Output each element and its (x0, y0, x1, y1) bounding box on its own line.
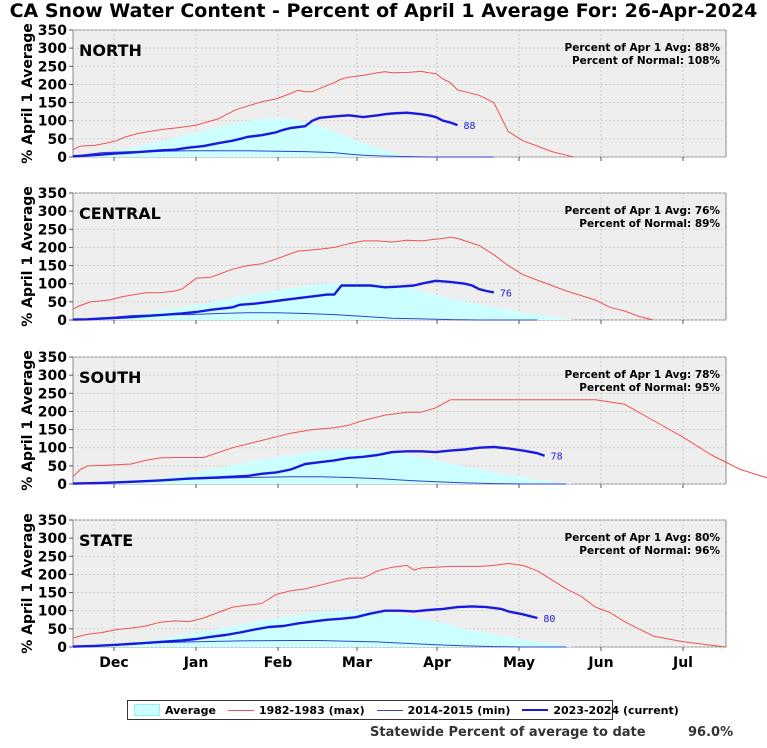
series-line-1982-1983-max- (72, 399, 767, 479)
series-line-2014-2015-min- (72, 640, 567, 648)
legend-item-min: 2014-2015 (min) (371, 704, 517, 717)
region-label: CENTRAL (79, 204, 161, 223)
y-tick-label: 300 (38, 41, 67, 57)
y-tick-label: 200 (38, 567, 67, 583)
y-tick-label: 350 (38, 23, 67, 39)
y-tick-label: 250 (38, 222, 67, 238)
stat-line: Percent of Apr 1 Avg: 88% (565, 42, 721, 54)
current-end-label: 88 (464, 121, 476, 132)
stat-line: Percent of Apr 1 Avg: 76% (565, 205, 721, 217)
y-tick-label: 100 (38, 604, 67, 620)
y-axis-label: % April 1 Average (20, 186, 36, 327)
y-tick-label: 200 (38, 404, 67, 420)
y-tick-label: 250 (38, 59, 67, 75)
series-average-area (73, 449, 574, 484)
stat-line: Percent of Normal: 89% (579, 218, 720, 230)
y-tick-label: 200 (38, 77, 67, 93)
y-axis-label: % April 1 Average (20, 350, 36, 491)
legend-item-current: 2023-2024 (current) (516, 704, 684, 717)
y-tick-label: 300 (38, 204, 67, 220)
y-tick-label: 150 (38, 96, 67, 112)
y-tick-label: 50 (48, 459, 68, 475)
y-tick-label: 350 (38, 186, 67, 202)
y-tick-label: 150 (38, 586, 67, 602)
x-tick-label: Feb (264, 655, 293, 671)
x-tick-label: Mar (342, 655, 372, 671)
chart-legend: Average 1982-1983 (max) 2014-2015 (min) … (127, 700, 679, 720)
chart-title: CA Snow Water Content - Percent of April… (9, 0, 758, 22)
legend-label: 2014-2015 (min) (407, 703, 511, 717)
series-line-1982-1983-max- (72, 563, 727, 648)
legend-label: Average (165, 703, 216, 717)
legend-label: 2023-2024 (current) (553, 703, 679, 717)
region-label: SOUTH (79, 368, 141, 387)
y-tick-label: 350 (38, 350, 67, 366)
series-line-2023-2024-current- (72, 279, 495, 321)
panel-central: 0 50 100 150 200 250 300 350 76 CENTRAL Percent of… (20, 186, 727, 329)
stat-line: Percent of Normal: 95% (579, 382, 720, 394)
y-tick-label: 50 (48, 132, 68, 148)
series-line-1982-1983-max- (72, 236, 654, 321)
y-axis-label: % April 1 Average (20, 513, 36, 654)
y-tick-label: 0 (57, 313, 67, 329)
panel-north: 0 50 100 150 200 250 300 350 88 NORTH Percent of A… (20, 23, 727, 166)
y-tick-label: 300 (38, 368, 67, 384)
y-axis-label: % April 1 Average (20, 23, 36, 164)
chart-canvas: 0 50 100 150 200 250 300 350 88 NORTH Percent of A… (20, 23, 767, 671)
y-tick-label: 0 (57, 477, 67, 493)
series-line-2023-2024-current- (72, 605, 538, 648)
region-label: NORTH (79, 41, 142, 60)
panel-south: 0 50 100 150 200 250 300 350 78 SOUTH Percent of A… (20, 350, 767, 493)
legend-item-max: 1982-1983 (max) (222, 704, 371, 717)
y-tick-label: 250 (38, 549, 67, 565)
y-tick-label: 50 (48, 622, 68, 638)
statewide-percent-value: 96.0% (688, 725, 734, 740)
y-tick-label: 300 (38, 531, 67, 547)
series-line-2023-2024-current- (72, 445, 545, 485)
y-tick-label: 200 (38, 240, 67, 256)
stat-line: Percent of Normal: 108% (572, 55, 721, 67)
x-tick-label: Dec (99, 655, 128, 671)
current-end-label: 76 (500, 288, 512, 299)
stat-line: Percent of Apr 1 Avg: 78% (565, 369, 721, 381)
legend-label: 1982-1983 (max) (258, 703, 365, 717)
y-tick-label: 50 (48, 295, 68, 311)
y-tick-label: 150 (38, 423, 67, 439)
series-line-1982-1983-max- (72, 70, 574, 158)
stat-line: Percent of Normal: 96% (579, 545, 720, 557)
y-tick-label: 350 (38, 513, 67, 529)
region-label: STATE (79, 531, 133, 550)
statewide-percent-label: Statewide Percent of average to date (370, 725, 646, 740)
x-tick-label: Jul (672, 655, 693, 671)
plot-area (72, 29, 727, 158)
x-tick-label: Apr (423, 655, 451, 671)
x-tick-label: Jun (587, 655, 613, 671)
x-tick-label: Jan (183, 655, 209, 671)
y-tick-label: 250 (38, 386, 67, 402)
y-tick-label: 100 (38, 277, 67, 293)
legend-item-average: Average (128, 704, 222, 717)
series-line-2023-2024-current- (72, 111, 458, 158)
current-end-label: 78 (551, 452, 563, 463)
stat-line: Percent of Apr 1 Avg: 80% (565, 532, 721, 544)
y-tick-label: 150 (38, 259, 67, 275)
y-tick-label: 100 (38, 441, 67, 457)
y-tick-label: 100 (38, 114, 67, 130)
x-tick-label: May (503, 655, 535, 671)
y-tick-label: 0 (57, 640, 67, 656)
y-tick-label: 0 (57, 150, 67, 166)
panel-state: 0 50 100 150 200 250 300 350 80 STATE Percent of A… (20, 513, 727, 656)
current-end-label: 80 (543, 614, 555, 625)
